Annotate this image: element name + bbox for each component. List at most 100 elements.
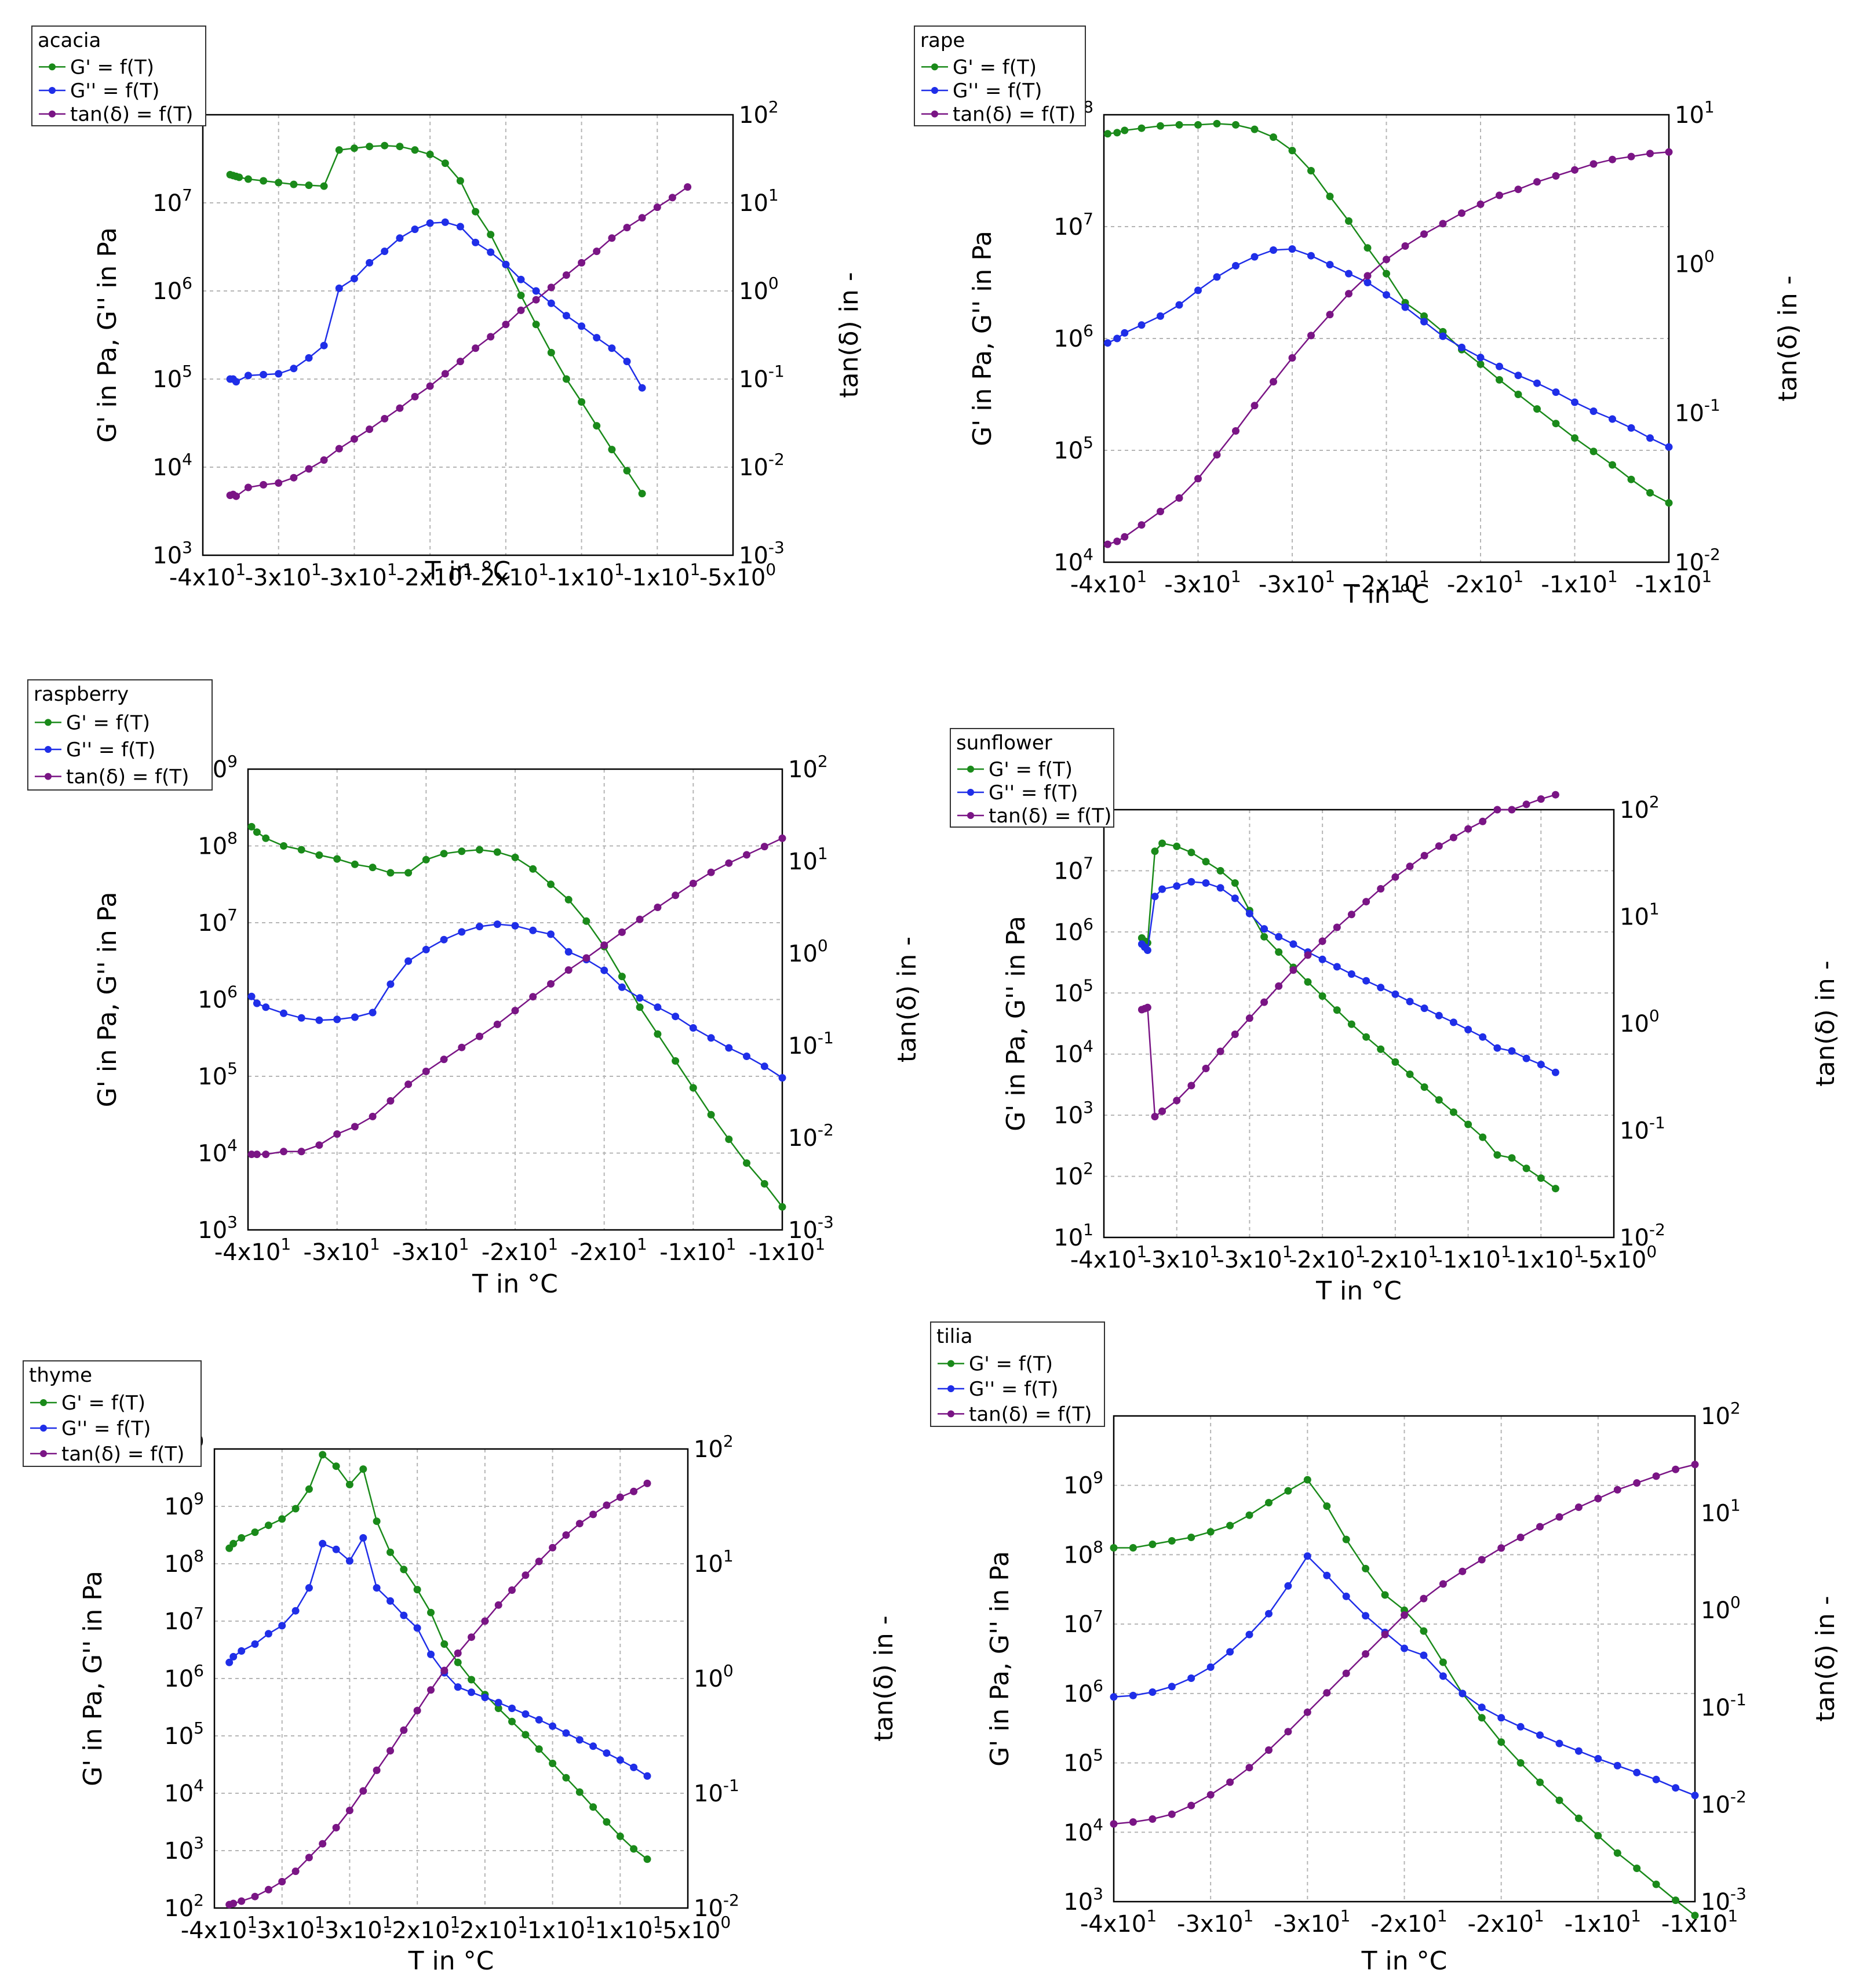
data-point bbox=[472, 344, 480, 352]
data-point bbox=[1464, 1026, 1472, 1033]
data-point bbox=[396, 234, 404, 242]
data-point bbox=[1245, 909, 1253, 917]
data-point bbox=[440, 850, 448, 858]
data-point bbox=[1284, 1487, 1292, 1495]
data-point bbox=[1104, 339, 1111, 347]
data-point bbox=[643, 1772, 651, 1780]
data-point bbox=[1672, 1896, 1680, 1905]
data-point bbox=[672, 1013, 680, 1021]
series-line-1 bbox=[230, 221, 643, 388]
data-point bbox=[319, 1539, 327, 1548]
legend-label: tan(δ) = f(T) bbox=[953, 103, 1075, 126]
data-point bbox=[1213, 451, 1221, 459]
data-point bbox=[1342, 1535, 1350, 1543]
data-point bbox=[315, 1141, 323, 1149]
data-point bbox=[1323, 1502, 1331, 1510]
data-point bbox=[725, 1135, 733, 1144]
y2-tick-label: 10-2 bbox=[788, 1120, 834, 1152]
series-line-2 bbox=[1107, 151, 1669, 545]
data-point bbox=[1113, 537, 1121, 545]
chart-1: -4x101 -3x101 -3x101 -2x101 -2x101 -1x101 -1x1… bbox=[914, 26, 1803, 609]
legend-swatch-marker bbox=[40, 1450, 47, 1457]
data-point bbox=[1149, 1815, 1157, 1823]
legend-swatch-marker bbox=[931, 110, 938, 118]
legend-swatch-marker bbox=[947, 1385, 954, 1392]
legend-label: G' = f(T) bbox=[953, 56, 1037, 79]
legend-title: thyme bbox=[29, 1364, 92, 1387]
y-tick-label: 109 bbox=[164, 1489, 204, 1520]
data-point bbox=[1151, 893, 1159, 901]
data-point bbox=[1551, 1185, 1559, 1193]
data-point bbox=[305, 465, 313, 473]
data-point bbox=[1646, 489, 1654, 497]
data-point bbox=[315, 851, 323, 859]
data-point bbox=[396, 404, 404, 412]
data-point bbox=[1665, 148, 1673, 156]
data-point bbox=[654, 1003, 662, 1011]
y-tick-label: 109 bbox=[1063, 1468, 1103, 1499]
y-tick-label: 103 bbox=[164, 1833, 204, 1865]
data-point bbox=[575, 1736, 584, 1744]
data-point bbox=[1362, 1650, 1370, 1658]
data-point bbox=[1275, 948, 1283, 956]
data-point bbox=[578, 398, 586, 406]
y2-axis-title: tan(δ) in - bbox=[834, 272, 864, 398]
x-tick-label: -1x101 bbox=[519, 1913, 595, 1944]
data-point bbox=[638, 214, 646, 222]
y-tick-label: 103 bbox=[152, 538, 192, 569]
data-point bbox=[589, 1510, 597, 1519]
data-point bbox=[332, 1823, 340, 1832]
data-point bbox=[1555, 1513, 1563, 1521]
data-point bbox=[1363, 244, 1372, 252]
data-point bbox=[529, 993, 537, 1001]
data-point bbox=[1231, 894, 1239, 902]
plot-frame bbox=[247, 768, 783, 1231]
data-point bbox=[1326, 192, 1334, 201]
y2-tick-label: 101 bbox=[788, 844, 828, 875]
data-point bbox=[1250, 253, 1259, 261]
data-point bbox=[1449, 1018, 1457, 1026]
data-point bbox=[1307, 252, 1315, 260]
data-point bbox=[1479, 817, 1487, 825]
data-point bbox=[575, 1788, 584, 1796]
data-point bbox=[262, 834, 270, 842]
data-point bbox=[229, 1899, 238, 1907]
data-point bbox=[517, 275, 525, 283]
data-point bbox=[290, 365, 298, 373]
data-point bbox=[335, 445, 343, 453]
data-point bbox=[1175, 121, 1183, 129]
data-point bbox=[1121, 126, 1129, 134]
y2-tick-label: 100 bbox=[694, 1661, 734, 1692]
data-point bbox=[493, 920, 501, 929]
data-point bbox=[426, 150, 434, 158]
data-point bbox=[608, 446, 616, 454]
data-point bbox=[1347, 911, 1355, 919]
data-point bbox=[1672, 1465, 1680, 1473]
data-point bbox=[1232, 121, 1239, 129]
data-point bbox=[1435, 1096, 1443, 1104]
y-tick-label: 104 bbox=[1053, 1037, 1093, 1068]
data-point bbox=[535, 1716, 543, 1724]
data-point bbox=[575, 1520, 584, 1528]
data-point bbox=[333, 855, 341, 863]
data-point bbox=[291, 1607, 300, 1615]
data-point bbox=[297, 1148, 305, 1156]
x-tick-label: -1x101 bbox=[586, 1913, 663, 1944]
legend-title: raspberry bbox=[34, 683, 129, 706]
data-point bbox=[1609, 461, 1616, 469]
data-point bbox=[456, 358, 464, 366]
legend: tilia G' = f(T)G'' = f(T)tan(δ) = f(T) bbox=[930, 1321, 1105, 1427]
x-tick-label: -2x101 bbox=[1468, 1906, 1544, 1938]
data-point bbox=[1158, 885, 1166, 893]
data-point bbox=[1555, 1739, 1563, 1747]
y-tick-label: 107 bbox=[1063, 1607, 1103, 1638]
data-point bbox=[1609, 415, 1616, 423]
data-point bbox=[400, 1611, 408, 1619]
data-point bbox=[381, 247, 389, 256]
data-point bbox=[1265, 1610, 1273, 1618]
y-axis-title: G' in Pa, G'' in Pa bbox=[1001, 916, 1031, 1131]
data-point bbox=[253, 828, 261, 836]
data-point bbox=[476, 1032, 483, 1040]
data-point bbox=[1533, 405, 1541, 413]
x-tick-label: -3x101 bbox=[1274, 1906, 1350, 1938]
